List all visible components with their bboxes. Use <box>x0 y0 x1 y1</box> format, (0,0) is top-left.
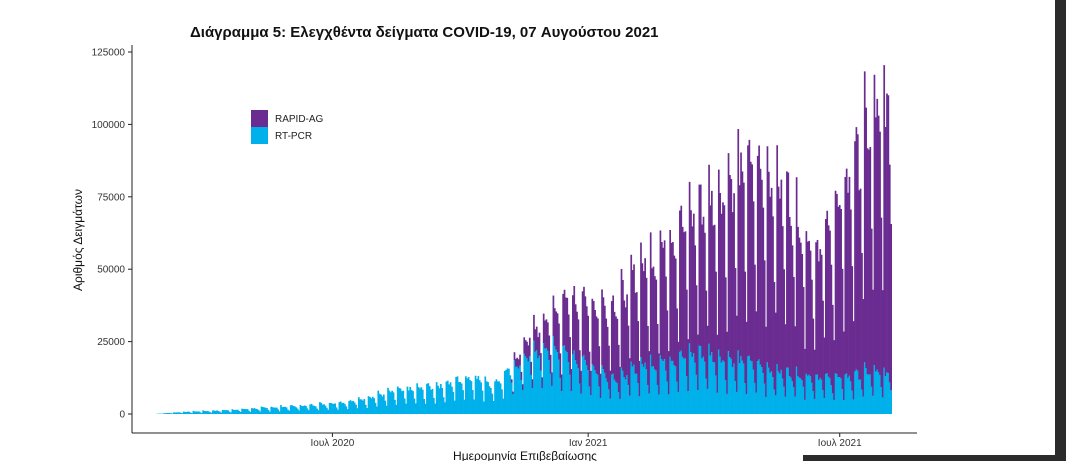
legend-swatch <box>251 127 268 144</box>
window-edge <box>1055 0 1066 461</box>
legend: RAPID-AG RT-PCR <box>251 110 324 144</box>
y-axis-label: Αριθμός Δειγμάτων <box>71 189 85 291</box>
x-tick-label: Ιουλ 2020 <box>310 438 354 449</box>
x-tick-label: Ιαν 2021 <box>569 438 608 449</box>
x-axis-label: Ημερομηνία Επιβεβαίωσης <box>453 449 597 461</box>
y-tick-label: 0 <box>119 410 125 421</box>
plot-area <box>156 65 893 414</box>
y-tick-label: 75000 <box>97 192 125 203</box>
legend-label: RT-PCR <box>275 131 312 142</box>
y-tick-label: 50000 <box>97 265 125 276</box>
legend-label: RAPID-AG <box>275 114 324 125</box>
window-edge-bottom <box>803 455 1066 461</box>
x-axis: Ιουλ 2020 Ιαν 2021 Ιουλ 2021 <box>132 432 917 449</box>
legend-swatch <box>251 110 268 127</box>
chart-title: Διάγραμμα 5: Ελεγχθέντα δείγματα COVID-1… <box>190 24 659 41</box>
y-tick-label: 25000 <box>97 337 125 348</box>
y-tick-label: 100000 <box>92 120 126 131</box>
y-tick-label: 125000 <box>92 48 126 59</box>
y-axis: 0 25000 50000 75000 100000 125000 <box>92 45 133 433</box>
x-tick-label: Ιουλ 2021 <box>818 438 862 449</box>
